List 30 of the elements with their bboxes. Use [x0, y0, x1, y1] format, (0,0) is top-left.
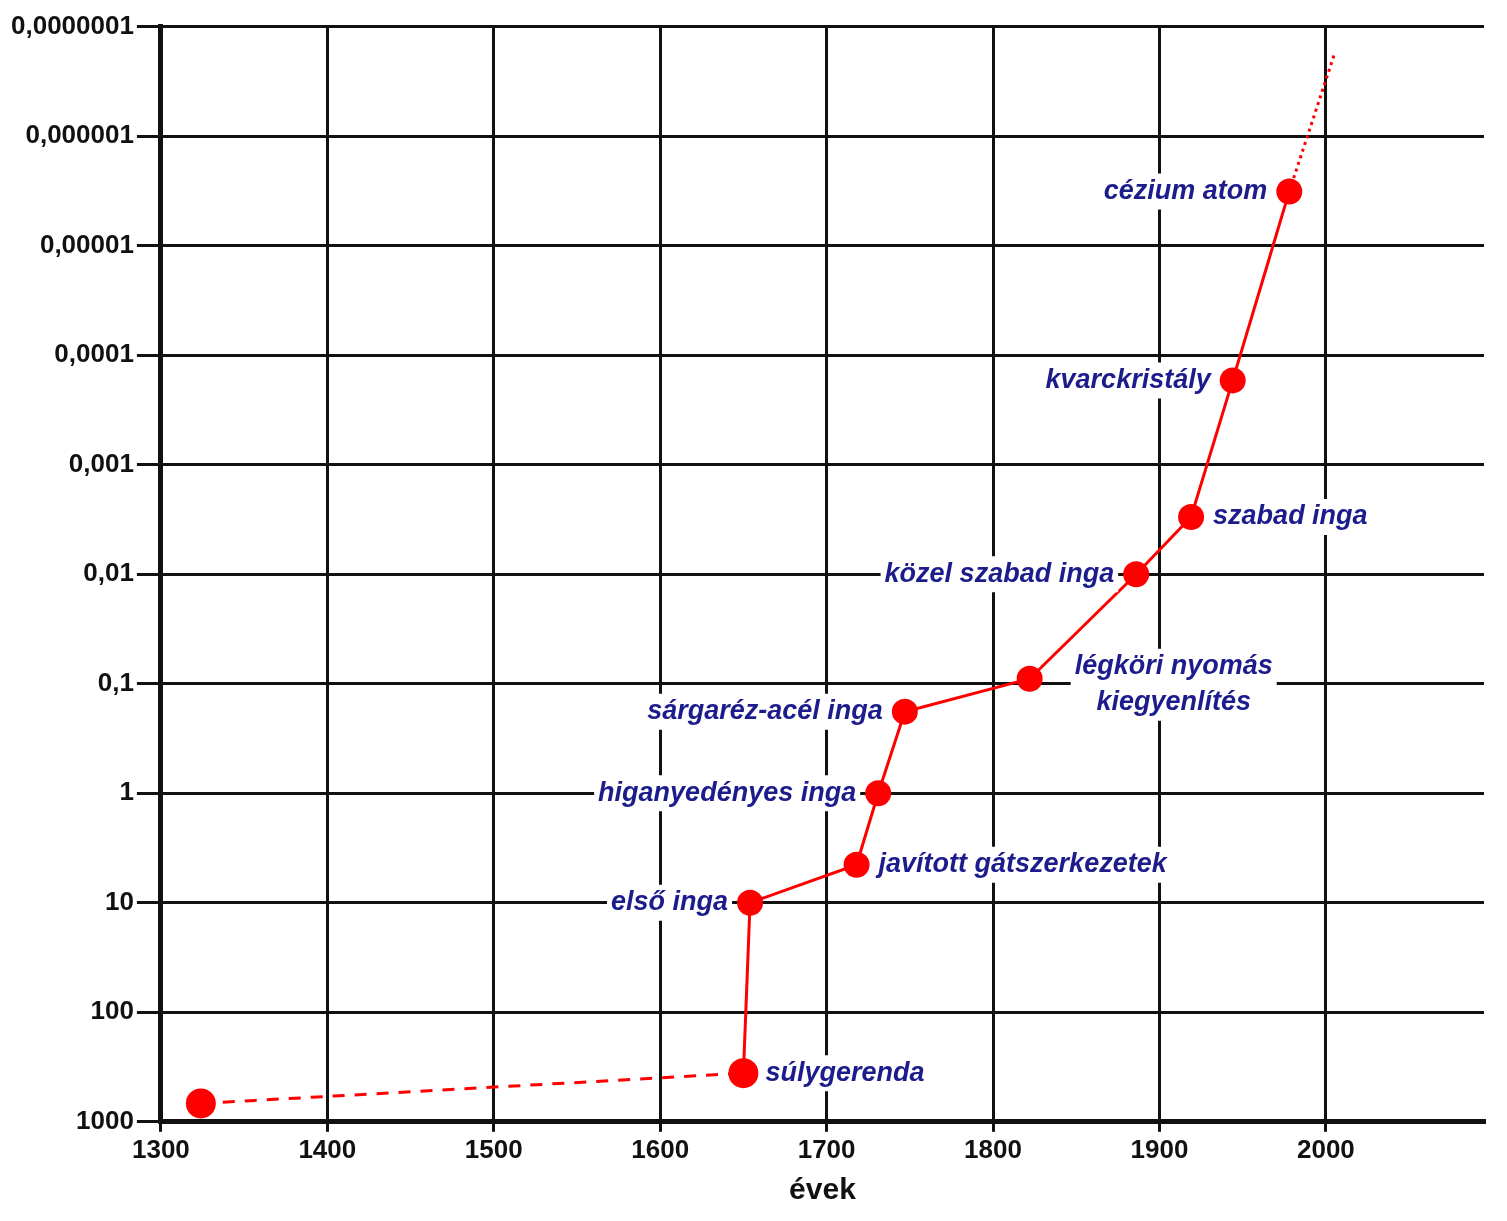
annotation: javított gátszerkezetek: [875, 848, 1169, 879]
x-tick-label: 2000: [1296, 1133, 1355, 1164]
x-tick-label: 1800: [964, 1133, 1022, 1164]
annotation: első inga: [611, 886, 729, 917]
annotation: cézium atom: [1103, 174, 1268, 205]
x-tick-label: 1700: [797, 1133, 856, 1164]
annotation: sárgaréz-acél inga: [647, 695, 883, 726]
y-tick-label: 0,0001: [54, 338, 134, 369]
y-tick-label: 0,00001: [39, 228, 134, 259]
y-tick-label: 1000: [76, 1104, 134, 1135]
annotation: kvarckristály: [1045, 363, 1213, 394]
annotation: higanyedényes inga: [598, 776, 857, 807]
y-tick-label: 100: [90, 995, 134, 1026]
annotation: közel szabad inga: [884, 557, 1115, 588]
y-tick-label: 0,000001: [25, 119, 134, 150]
x-axis-title: évek: [789, 1172, 857, 1206]
y-tick-label: 0,001: [68, 447, 134, 478]
x-tick-label: 1400: [298, 1133, 357, 1164]
x-tick-label: 1900: [1130, 1133, 1189, 1164]
x-tick-label: 1300: [131, 1133, 190, 1164]
annotation: súlygerenda: [765, 1056, 925, 1087]
y-tick-label: 0,0000001: [11, 9, 134, 40]
y-tick-label: 10: [104, 885, 134, 916]
y-tick-label: 1: [119, 776, 134, 807]
y-tick-label: 0,1: [97, 666, 134, 697]
annotation: szabad inga: [1213, 500, 1368, 531]
annotation: légköri nyomás kiegyenlítés: [1074, 650, 1273, 717]
y-tick-label: 0,01: [83, 557, 134, 588]
x-tick-label: 1500: [464, 1133, 523, 1164]
x-tick-label: 1600: [631, 1133, 690, 1164]
